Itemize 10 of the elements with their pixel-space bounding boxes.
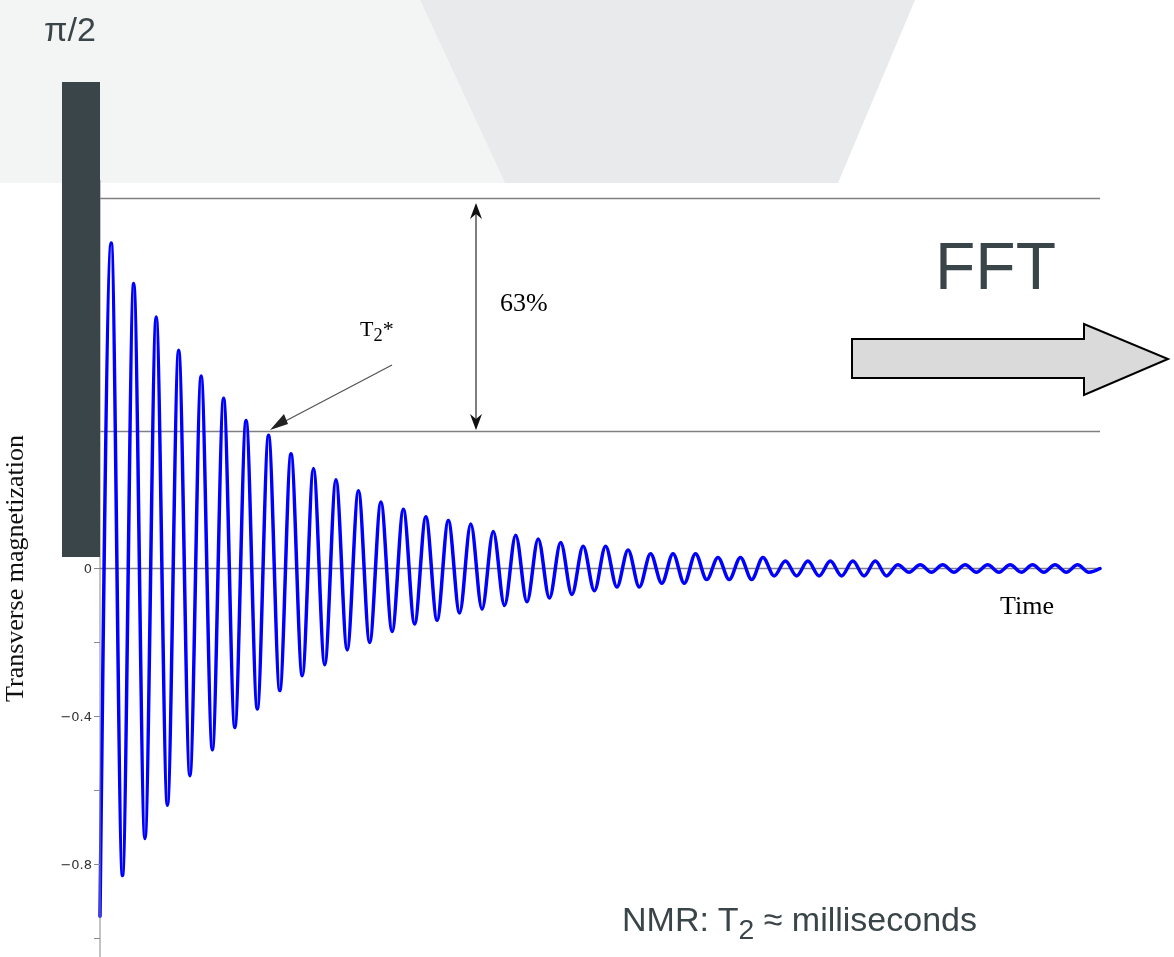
y-tick-label: −0.8 (60, 857, 92, 873)
chart-title: π/2 (44, 10, 96, 49)
x-axis-title: Time (1000, 590, 1054, 621)
y-tick-label: 0 (83, 561, 92, 577)
annotation: T$_{2}$* (360, 316, 394, 347)
y-axis-title: Transverse magnetization (0, 435, 30, 702)
annotation: NMR: T$_{2}$ ≈ milliseconds (622, 900, 977, 946)
text: FFT (935, 228, 1056, 304)
annotation: 63% (500, 288, 548, 318)
y-tick-label: −0.4 (60, 709, 92, 725)
